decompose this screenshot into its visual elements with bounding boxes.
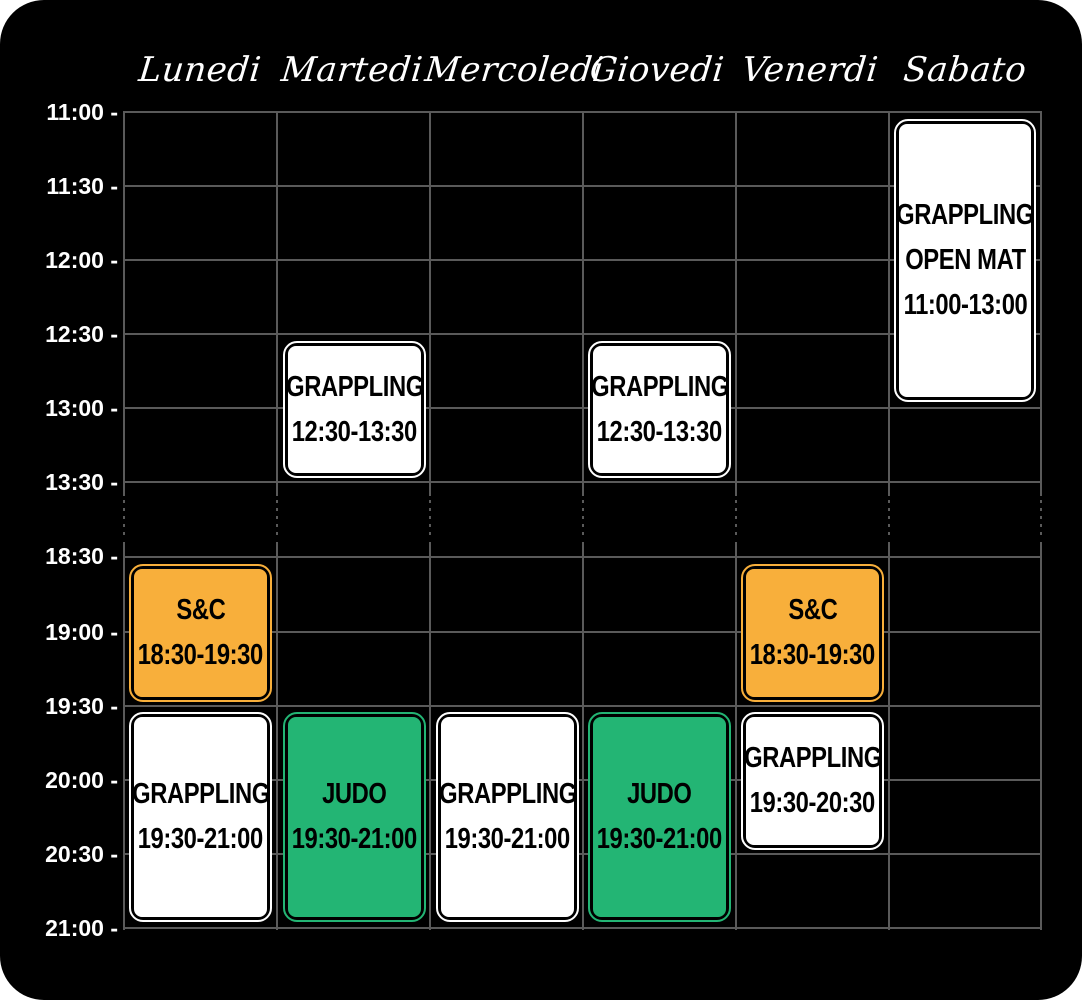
class-block-open-mat-sabato[interactable]: GRAPPLING OPEN MAT 11:00-13:00 <box>894 119 1036 402</box>
class-time: 18:30-19:30 <box>749 639 876 671</box>
class-title: GRAPPLING <box>590 370 729 403</box>
time-label: 13:00 - <box>45 395 118 421</box>
day-header-martedi: Martedi <box>279 50 425 90</box>
time-label: 19:00 - <box>45 619 118 645</box>
day-header-lunedi: Lunedi <box>136 50 264 90</box>
time-label: 19:30 - <box>45 693 118 719</box>
time-label: 11:00 - <box>46 99 118 125</box>
class-time: 19:30-20:30 <box>749 787 876 819</box>
class-subtitle: OPEN MAT <box>904 244 1026 276</box>
time-label: 18:30 - <box>45 543 118 569</box>
class-title: S&C <box>788 594 837 626</box>
day-header-mercoledi: Mercoledi <box>422 50 606 90</box>
class-block-snc-lunedi[interactable]: S&C 18:30-19:30 <box>129 564 272 702</box>
time-label: 13:30 - <box>45 469 118 495</box>
class-title: GRAPPLING <box>743 742 882 774</box>
class-time: 19:30-21:00 <box>596 823 723 855</box>
class-time: 18:30-19:30 <box>137 639 264 671</box>
time-label: 20:00 - <box>45 767 118 793</box>
class-block-grappling-lunedi[interactable]: GRAPPLING 19:30-21:00 <box>129 712 272 922</box>
class-title: JUDO <box>322 778 387 810</box>
class-time: 12:30-13:30 <box>596 415 723 448</box>
class-title: GRAPPLING <box>438 778 577 810</box>
day-header-giovedi: Giovedi <box>587 50 727 90</box>
class-block-grappling-giovedi[interactable]: GRAPPLING 12:30-13:30 <box>588 341 731 478</box>
class-title: JUDO <box>627 778 692 810</box>
class-time: 11:00-13:00 <box>903 289 1027 321</box>
day-header-sabato: Sabato <box>901 50 1029 90</box>
time-label: 21:00 - <box>45 915 118 941</box>
time-label: 20:30 - <box>45 841 118 867</box>
class-block-judo-giovedi[interactable]: JUDO 19:30-21:00 <box>588 712 731 922</box>
class-block-grappling-venerdi[interactable]: GRAPPLING 19:30-20:30 <box>741 712 884 850</box>
time-label: 11:30 - <box>46 173 118 199</box>
class-block-grappling-mercoledi[interactable]: GRAPPLING 19:30-21:00 <box>436 712 579 922</box>
class-title: GRAPPLING <box>131 778 270 810</box>
time-label: 12:00 - <box>45 247 118 273</box>
class-time: 19:30-21:00 <box>291 823 418 855</box>
class-block-grappling-martedi[interactable]: GRAPPLING 12:30-13:30 <box>283 341 426 478</box>
day-header-venerdi: Venerdi <box>739 50 881 90</box>
class-block-judo-martedi[interactable]: JUDO 19:30-21:00 <box>283 712 426 922</box>
class-block-snc-venerdi[interactable]: S&C 18:30-19:30 <box>741 564 884 702</box>
class-title: GRAPPLING <box>285 370 424 403</box>
class-title: S&C <box>176 594 225 626</box>
class-time: 19:30-21:00 <box>137 823 264 855</box>
class-time: 19:30-21:00 <box>444 823 571 855</box>
time-label: 12:30 - <box>45 321 118 347</box>
class-time: 12:30-13:30 <box>291 415 418 448</box>
class-title: GRAPPLING <box>896 199 1034 231</box>
